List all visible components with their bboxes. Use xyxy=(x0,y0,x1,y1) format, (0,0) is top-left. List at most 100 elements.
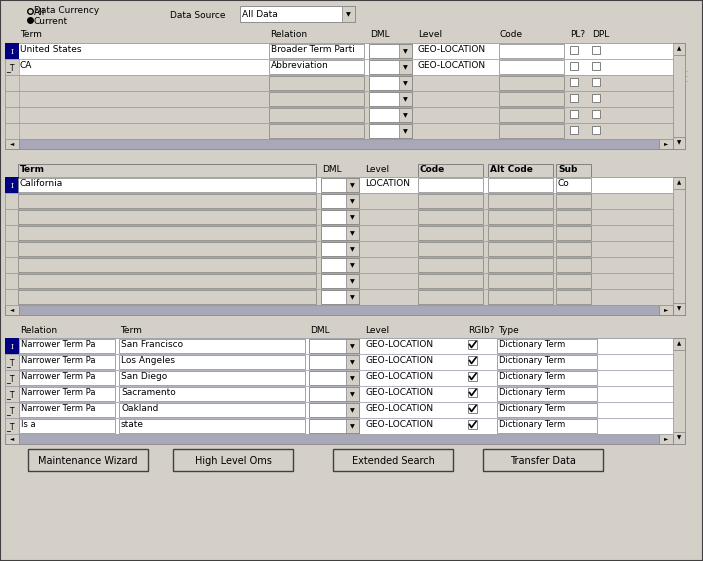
Text: ▼: ▼ xyxy=(350,183,355,188)
Text: ►: ► xyxy=(664,436,668,442)
Text: Is a: Is a xyxy=(21,420,36,429)
Text: ▼: ▼ xyxy=(677,435,681,440)
Bar xyxy=(5,354,673,370)
Bar xyxy=(468,356,477,365)
Text: GEO-LOCATION: GEO-LOCATION xyxy=(418,61,486,70)
Bar xyxy=(5,193,19,209)
Bar xyxy=(592,126,600,134)
Bar xyxy=(346,258,359,272)
Bar xyxy=(673,177,685,315)
Bar xyxy=(418,290,483,304)
Text: GEO-LOCATION: GEO-LOCATION xyxy=(365,356,433,365)
Text: DML: DML xyxy=(370,30,389,39)
Text: All: All xyxy=(34,8,46,17)
Text: Current: Current xyxy=(34,17,68,26)
Text: ◄: ◄ xyxy=(10,141,14,146)
Bar xyxy=(5,59,673,75)
Bar xyxy=(5,434,19,444)
Text: ▼: ▼ xyxy=(350,360,355,365)
Text: _T: _T xyxy=(6,63,15,72)
Text: ▼: ▼ xyxy=(350,247,355,252)
Text: ▼: ▼ xyxy=(350,279,355,284)
Bar xyxy=(119,371,305,385)
Text: GEO-LOCATION: GEO-LOCATION xyxy=(365,372,433,381)
Text: ▼: ▼ xyxy=(350,263,355,268)
Bar xyxy=(5,289,19,305)
Bar xyxy=(5,402,19,418)
Bar xyxy=(673,303,685,315)
Text: Term: Term xyxy=(20,30,42,39)
Text: Sacramento: Sacramento xyxy=(121,388,176,397)
Bar xyxy=(5,370,673,386)
Bar xyxy=(5,177,673,193)
Text: Code: Code xyxy=(500,30,523,39)
Bar xyxy=(418,258,483,272)
Bar xyxy=(488,226,553,240)
Bar xyxy=(556,258,591,272)
Bar xyxy=(309,403,359,417)
Bar xyxy=(18,164,316,177)
Text: I: I xyxy=(11,343,13,351)
Bar xyxy=(321,242,359,256)
Bar xyxy=(5,177,19,193)
Text: Narrower Term Pa: Narrower Term Pa xyxy=(21,356,96,365)
Bar xyxy=(497,419,597,433)
Bar xyxy=(488,178,553,192)
Bar xyxy=(5,225,673,241)
Bar xyxy=(119,355,305,369)
Bar xyxy=(5,75,19,91)
Bar xyxy=(119,339,305,353)
Bar xyxy=(369,76,412,90)
Bar xyxy=(5,139,673,149)
Bar xyxy=(556,290,591,304)
Bar xyxy=(346,290,359,304)
Text: ◄: ◄ xyxy=(10,436,14,442)
Bar xyxy=(5,434,673,444)
Bar xyxy=(497,355,597,369)
Bar xyxy=(5,241,673,257)
Text: Maintenance Wizard: Maintenance Wizard xyxy=(38,456,138,466)
Bar xyxy=(488,274,553,288)
Bar xyxy=(497,387,597,401)
Bar xyxy=(673,177,685,189)
Text: Type: Type xyxy=(498,326,519,335)
Text: ▼: ▼ xyxy=(350,199,355,204)
Text: _T: _T xyxy=(6,406,15,415)
Bar xyxy=(659,305,673,315)
Text: ▼: ▼ xyxy=(350,344,355,349)
Text: _T: _T xyxy=(6,422,15,431)
Bar xyxy=(5,354,19,370)
Bar xyxy=(346,403,359,417)
Bar xyxy=(399,76,412,90)
Text: Term: Term xyxy=(120,326,142,335)
Bar xyxy=(570,62,578,70)
Text: Alt Code: Alt Code xyxy=(490,165,533,174)
Text: Relation: Relation xyxy=(270,30,307,39)
Bar xyxy=(19,339,115,353)
Text: ►: ► xyxy=(664,141,668,146)
Bar xyxy=(418,242,483,256)
Bar xyxy=(28,449,148,471)
Bar xyxy=(269,44,364,58)
Text: DPL: DPL xyxy=(592,30,610,39)
Text: Transfer Data: Transfer Data xyxy=(510,456,576,466)
Text: ◄: ◄ xyxy=(10,307,14,312)
Bar xyxy=(673,338,685,350)
Bar xyxy=(673,43,685,149)
Text: GEO-LOCATION: GEO-LOCATION xyxy=(365,420,433,429)
Bar xyxy=(488,210,553,224)
Text: ▼: ▼ xyxy=(350,376,355,381)
Bar xyxy=(5,225,19,241)
Bar xyxy=(5,107,19,123)
Bar xyxy=(556,178,591,192)
Bar xyxy=(119,387,305,401)
Bar xyxy=(418,274,483,288)
Bar xyxy=(556,274,591,288)
Text: RGlb?: RGlb? xyxy=(468,326,494,335)
Bar xyxy=(18,290,316,304)
Bar xyxy=(468,404,477,413)
Bar xyxy=(418,226,483,240)
Bar xyxy=(321,210,359,224)
Bar xyxy=(5,370,19,386)
Bar xyxy=(499,44,564,58)
